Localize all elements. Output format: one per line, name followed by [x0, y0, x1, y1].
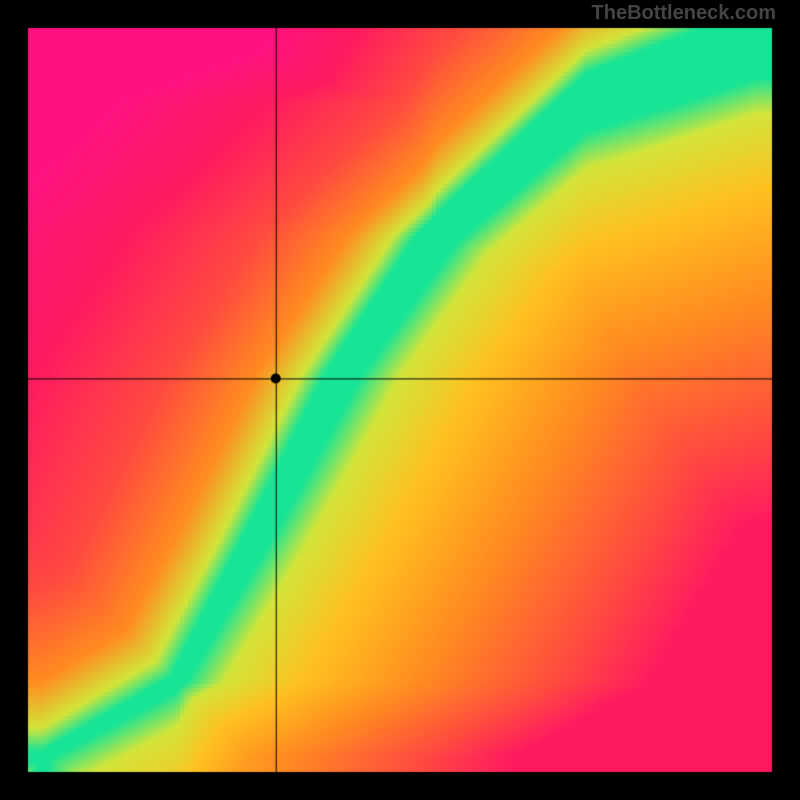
bottleneck-heatmap: [0, 0, 800, 800]
chart-container: TheBottleneck.com: [0, 0, 800, 800]
watermark-text: TheBottleneck.com: [592, 2, 776, 25]
